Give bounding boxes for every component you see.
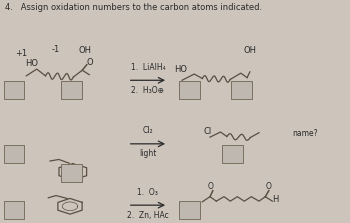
Text: OH: OH	[79, 46, 92, 55]
Text: Cl₂: Cl₂	[142, 126, 153, 135]
Bar	[4, 81, 24, 99]
Bar	[4, 201, 24, 219]
Bar	[222, 145, 243, 163]
Bar	[178, 81, 199, 99]
Bar	[231, 81, 252, 99]
Text: 1.  LiAlH₄: 1. LiAlH₄	[131, 63, 165, 72]
Text: 1.  O₃: 1. O₃	[138, 188, 158, 197]
Text: HO: HO	[174, 65, 187, 74]
Text: name?: name?	[292, 129, 318, 138]
Text: OH: OH	[244, 46, 257, 55]
Bar	[4, 145, 24, 163]
Text: O: O	[86, 58, 93, 67]
Text: 4.   Assign oxidation numbers to the carbon atoms indicated.: 4. Assign oxidation numbers to the carbo…	[5, 3, 262, 12]
Text: 2.  Zn, HAc: 2. Zn, HAc	[127, 211, 169, 220]
Text: -1: -1	[52, 45, 60, 54]
Text: 2.  H₃O⊕: 2. H₃O⊕	[131, 86, 164, 95]
Bar	[61, 164, 82, 182]
Text: O: O	[208, 182, 213, 191]
Bar	[178, 201, 199, 219]
Text: +1: +1	[15, 49, 27, 58]
Bar	[61, 81, 82, 99]
Text: Cl: Cl	[204, 128, 212, 136]
Text: light: light	[139, 149, 156, 158]
Text: H: H	[272, 196, 279, 204]
Text: HO: HO	[25, 59, 38, 68]
Text: O: O	[266, 182, 272, 191]
